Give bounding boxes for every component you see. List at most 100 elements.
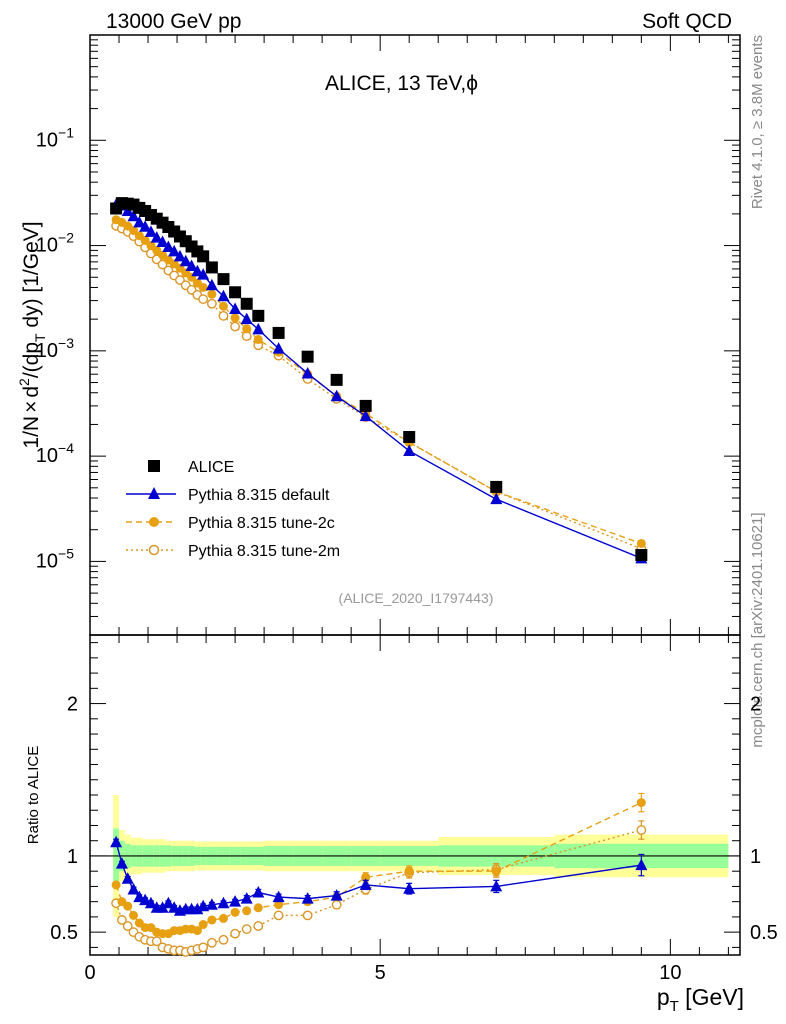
- header-right: Soft QCD: [642, 10, 732, 33]
- marker-tune2c: [636, 538, 646, 548]
- marker-tune2c: [230, 907, 240, 917]
- marker-default: [144, 225, 157, 237]
- ratio-y-tick-label-left: 1: [67, 846, 78, 868]
- header-left: 13000 GeV pp: [106, 10, 241, 33]
- marker-default: [197, 268, 210, 280]
- marker-tune2c: [111, 880, 121, 890]
- marker-default: [150, 231, 163, 243]
- marker-default: [115, 857, 128, 869]
- marker-tune2c: [192, 926, 202, 936]
- marker-default: [156, 235, 169, 248]
- marker-default: [121, 872, 134, 884]
- marker-default: [403, 444, 416, 456]
- marker-tune2c: [230, 313, 240, 323]
- marker-default: [240, 892, 253, 904]
- marker-default: [403, 882, 416, 894]
- marker-default: [240, 312, 253, 325]
- legend: ALICE Pythia 8.315 default Pythia 8.315 …: [126, 459, 340, 560]
- plot-title: ALICE, 13 TeV,ϕ: [325, 72, 478, 95]
- main-ylabel: 1/N×d2/(dpT dy) [1/GeV]: [16, 221, 48, 448]
- main-y-tick-label: 10−1: [36, 124, 74, 151]
- marker-alice: [205, 261, 218, 274]
- marker-tune2m: [636, 825, 647, 835]
- marker-default: [229, 302, 242, 314]
- x-tick-label: 5: [375, 962, 386, 984]
- marker-alice: [252, 309, 265, 322]
- marker-alice: [359, 399, 372, 412]
- marker-alice: [197, 250, 210, 263]
- ratio-y-tick-label-left: 0.5: [50, 922, 78, 944]
- marker-default: [301, 366, 314, 379]
- marker-tune2m: [122, 921, 133, 931]
- marker-default: [252, 322, 265, 335]
- plot-title-text: ALICE, 13 TeV,: [325, 72, 466, 95]
- legend-item-tune2c: Pythia 8.315 tune-2c: [126, 515, 335, 532]
- legend-label-alice: ALICE: [188, 459, 234, 476]
- marker-default: [168, 244, 181, 257]
- marker-tune2m: [241, 924, 252, 934]
- marker-tune2c: [636, 798, 646, 808]
- analysis-id: (ALICE_2020_I1797443): [339, 590, 494, 606]
- marker-default: [217, 896, 230, 909]
- marker-default: [205, 898, 218, 910]
- marker-tune2m: [117, 915, 127, 925]
- marker-alice: [229, 286, 242, 299]
- marker-tune2c: [274, 900, 284, 910]
- marker-tune2m: [331, 899, 342, 910]
- marker-tune2m: [151, 936, 162, 947]
- legend-marker-default: [148, 487, 160, 499]
- marker-tune2c: [253, 335, 263, 345]
- marker-default: [330, 889, 343, 901]
- legend-marker-tune2m: [148, 544, 160, 556]
- marker-default: [229, 895, 242, 907]
- marker-tune2c: [242, 906, 252, 916]
- marker-tune2c: [198, 920, 208, 930]
- marker-default: [139, 220, 152, 232]
- marker-default: [490, 492, 503, 505]
- legend-item-default: Pythia 8.315 default: [126, 487, 330, 504]
- x-axis-label: pT [GeV]: [657, 984, 744, 1015]
- marker-default: [330, 389, 343, 402]
- ratio-panel: 0 5 10 0.5 0.5 1 1 2 2: [50, 634, 778, 984]
- marker-alice: [272, 326, 285, 339]
- marker-default: [191, 264, 204, 277]
- marker-tune2m: [198, 294, 209, 305]
- marker-default: [252, 886, 265, 898]
- legend-item-alice: ALICE: [148, 459, 234, 476]
- rivet-version-label: Rivet 4.1.0, ≥ 3.8M events: [749, 35, 766, 209]
- marker-tune2m: [218, 934, 229, 945]
- marker-tune2c: [207, 915, 217, 925]
- x-tick-label: 10: [659, 962, 681, 984]
- marker-default: [359, 409, 372, 422]
- marker-tune2c: [123, 901, 133, 911]
- marker-alice: [301, 350, 314, 363]
- marker-tune2c: [129, 226, 139, 236]
- marker-default: [359, 878, 372, 890]
- marker-tune2c: [207, 289, 217, 299]
- marker-tune2m: [206, 298, 217, 309]
- ratio-ylabel: Ratio to ALICE: [25, 746, 42, 844]
- ratio-y-tick-label-right: 1: [750, 846, 761, 868]
- marker-tune2c: [404, 866, 414, 876]
- marker-tune2m: [273, 910, 284, 921]
- legend-label-tune2m: Pythia 8.315 tune-2m: [188, 543, 340, 560]
- mcplots-label: mcplots.cern.ch [arXiv:2401.10621]: [749, 512, 766, 747]
- marker-tune2m: [302, 910, 313, 921]
- main-y-tick-label: 10−4: [36, 440, 74, 467]
- marker-default: [301, 892, 314, 904]
- main-panel: 10−5 10−4 10−3 10−2 10−1: [36, 34, 741, 955]
- marker-tune2c: [198, 282, 208, 292]
- marker-default: [162, 240, 175, 252]
- ratio-y-tick-label-right: 2: [750, 694, 761, 716]
- marker-alice: [330, 373, 343, 386]
- marker-default: [490, 879, 503, 892]
- marker-default: [197, 899, 210, 912]
- marker-tune2m: [253, 921, 264, 931]
- marker-tune2m: [206, 937, 217, 948]
- marker-default: [127, 209, 140, 222]
- marker-tune2c: [491, 866, 501, 876]
- marker-tune2m: [198, 942, 209, 953]
- marker-tune2c: [218, 913, 228, 923]
- marker-default: [173, 249, 186, 262]
